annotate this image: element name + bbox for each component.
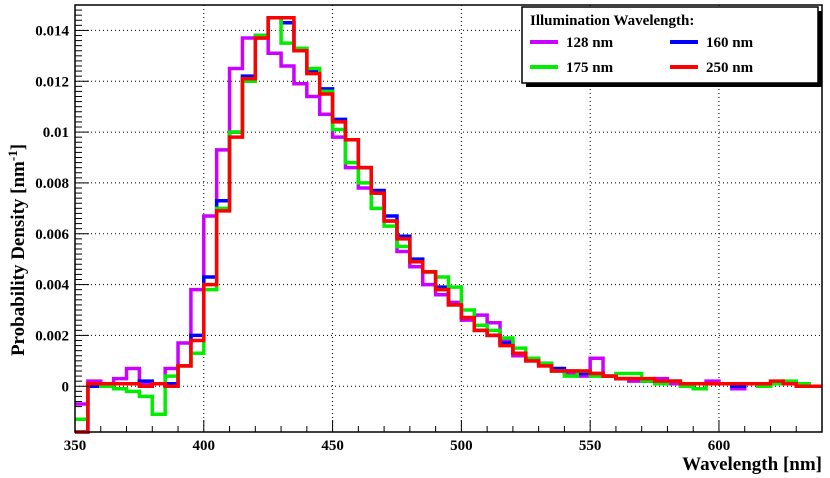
legend: Illumination Wavelength: 128 nm 160 nm 175… — [521, 6, 822, 87]
legend-box — [521, 6, 819, 84]
legend-label: 160 nm — [706, 35, 754, 51]
y-tick-label: 0.004 — [35, 278, 69, 294]
x-tick-label: 600 — [708, 438, 731, 454]
y-tick-label: 0.006 — [35, 227, 69, 243]
y-tick-label: 0.014 — [35, 23, 69, 39]
y-tick-label: 0.008 — [35, 176, 69, 192]
legend-items: 128 nm 160 nm 175 nm 250 nm — [530, 35, 754, 76]
y-tick-label: 0 — [62, 379, 70, 395]
x-tick-label: 550 — [579, 438, 602, 454]
legend-label: 175 nm — [566, 60, 614, 76]
x-tick-label: 500 — [450, 438, 473, 454]
series-line — [75, 15, 822, 434]
y-axis-title-main: Probability Density [nm — [8, 161, 29, 356]
series-line — [75, 36, 822, 406]
y-tick-label: 0.002 — [35, 328, 69, 344]
x-axis-title: Wavelength [nm] — [682, 454, 822, 475]
x-tick-label: 450 — [321, 438, 344, 454]
legend-label: 128 nm — [566, 35, 614, 51]
axis-ticks — [74, 9, 823, 432]
y-tick-label: 0.01 — [43, 125, 69, 141]
legend-title: Illumination Wavelength: — [530, 13, 694, 29]
legend-label: 250 nm — [706, 60, 754, 76]
x-tick-label: 400 — [193, 438, 216, 454]
y-axis-title-close: ] — [8, 144, 29, 150]
y-axis-title-sup: -1 — [5, 150, 20, 161]
y-tick-label: 0.012 — [35, 74, 69, 90]
y-axis-title: Probability Density [nm-1] — [5, 144, 30, 356]
x-tick-label: 350 — [64, 438, 87, 454]
series-layer — [75, 15, 822, 434]
tick-labels: 350 400 450 500 550 600 0 0.002 0.004 0.006 0.008 0… — [35, 23, 730, 454]
